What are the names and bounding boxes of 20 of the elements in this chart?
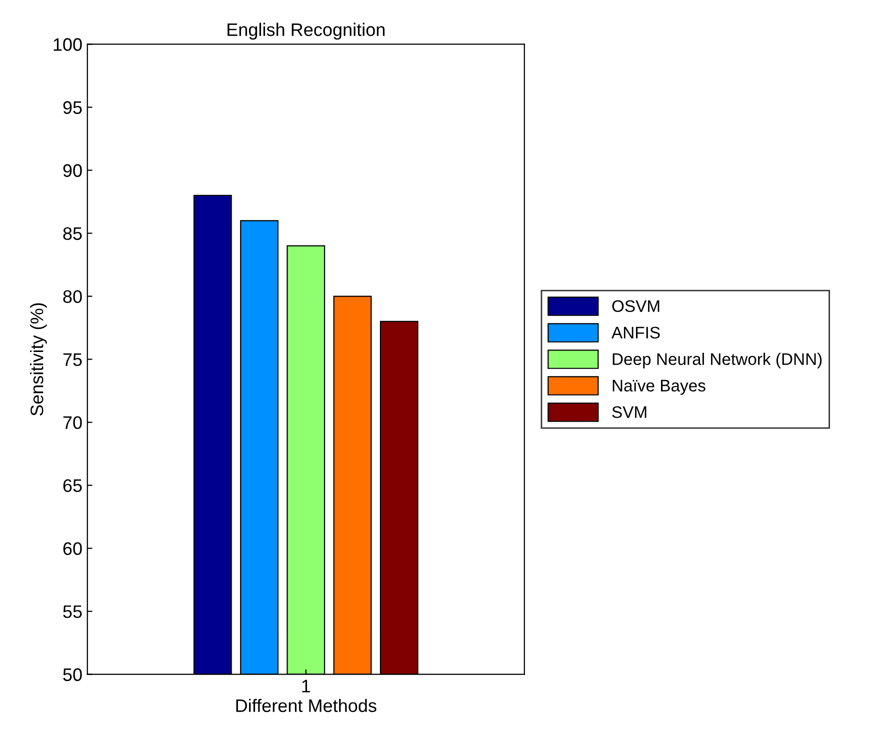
y-tick-label: 65 (63, 479, 82, 492)
legend-label: OSVM (612, 300, 660, 312)
chart-title: English Recognition (228, 22, 385, 40)
y-tick-label: 85 (63, 227, 82, 240)
y-tick-label: 80 (63, 290, 82, 303)
y-tick-label: 60 (63, 542, 82, 556)
y-axis-title: Sensitivity (%) (30, 303, 47, 416)
y-tick-label: 75 (63, 353, 82, 366)
y-tick-label: 70 (63, 416, 82, 430)
x-axis-title: Different Methods (236, 698, 376, 712)
legend-label: Naïve Bayes (612, 380, 706, 395)
y-tick-label: 90 (63, 164, 82, 177)
legend-label: SVM (612, 406, 646, 418)
y-tick-label: 100 (54, 38, 82, 51)
y-tick-label: 55 (63, 605, 82, 618)
y-tick-label: 50 (63, 668, 82, 682)
legend-label: Deep Neural Network (DNN) (612, 352, 822, 368)
x-tick-label: 1 (302, 680, 310, 692)
y-tick-label: 95 (63, 101, 82, 114)
legend-label: ANFIS (612, 326, 660, 339)
